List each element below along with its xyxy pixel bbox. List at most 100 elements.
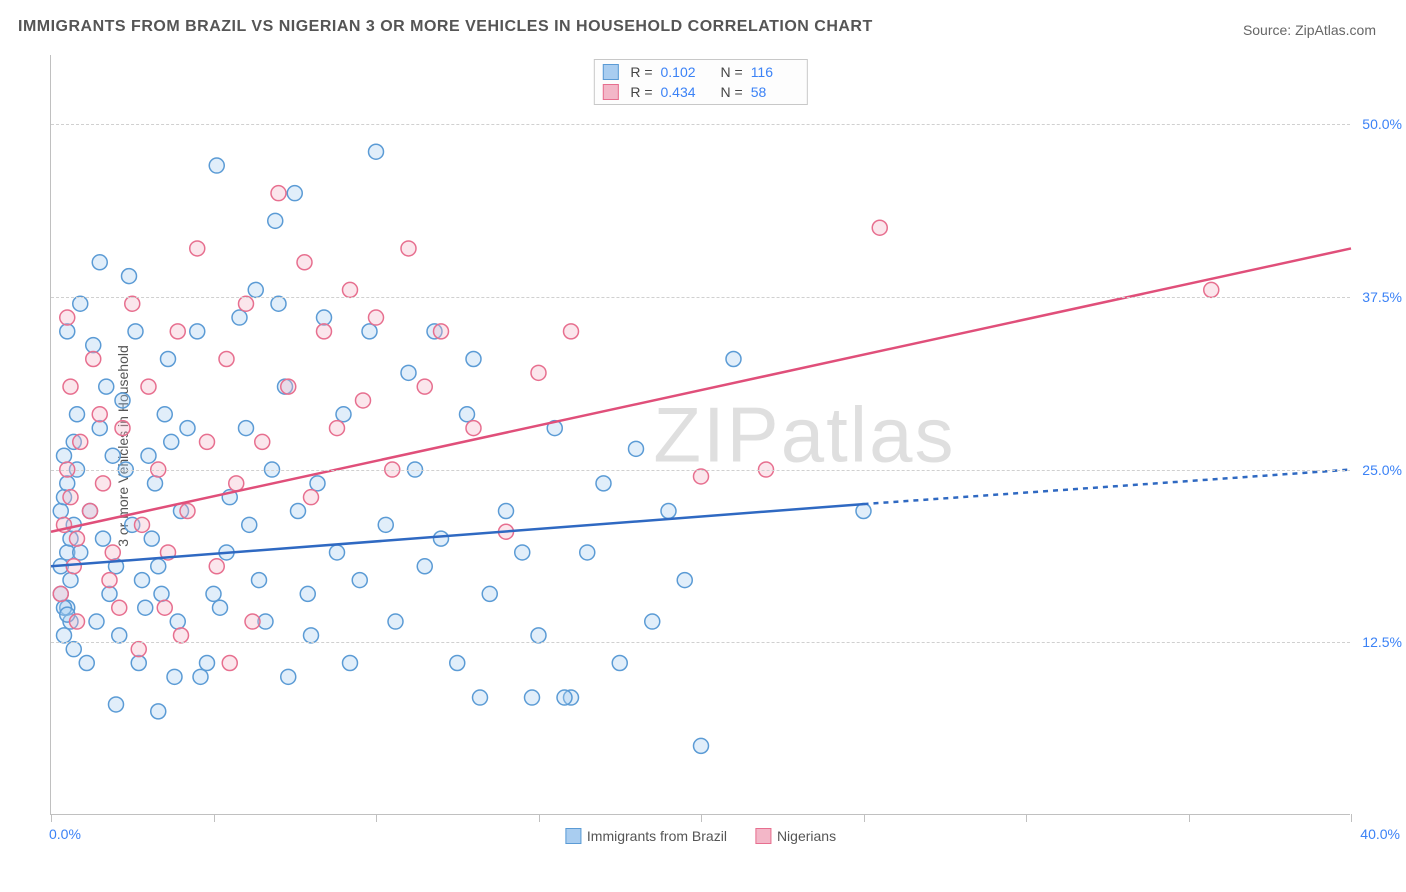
gridline [51, 470, 1350, 471]
y-tick-label: 12.5% [1362, 634, 1402, 650]
x-tick [214, 814, 215, 822]
scatter-point [180, 504, 195, 519]
scatter-point [317, 324, 332, 339]
scatter-point [151, 704, 166, 719]
scatter-point [209, 559, 224, 574]
gridline [51, 297, 1350, 298]
scatter-point [63, 573, 78, 588]
trend-line-extrapolated [864, 470, 1352, 505]
scatter-point [872, 220, 887, 235]
scatter-point [239, 421, 254, 436]
scatter-point [645, 614, 660, 629]
scatter-point [53, 586, 68, 601]
scatter-point [122, 269, 137, 284]
y-tick-label: 25.0% [1362, 462, 1402, 478]
gridline [51, 642, 1350, 643]
scatter-point [229, 476, 244, 491]
bottom-legend: Immigrants from Brazil Nigerians [565, 828, 836, 844]
scatter-point [677, 573, 692, 588]
scatter-point [388, 614, 403, 629]
scatter-point [310, 476, 325, 491]
x-tick [1026, 814, 1027, 822]
legend-swatch-icon [755, 828, 771, 844]
scatter-point [164, 434, 179, 449]
scatter-point [531, 628, 546, 643]
scatter-svg [51, 55, 1350, 814]
scatter-point [694, 469, 709, 484]
scatter-point [330, 545, 345, 560]
scatter-point [131, 656, 146, 671]
scatter-point [206, 586, 221, 601]
y-tick-label: 37.5% [1362, 289, 1402, 305]
scatter-point [125, 296, 140, 311]
scatter-point [255, 434, 270, 449]
scatter-point [726, 352, 741, 367]
scatter-point [60, 310, 75, 325]
scatter-point [239, 296, 254, 311]
scatter-point [281, 379, 296, 394]
scatter-point [115, 421, 130, 436]
scatter-point [1204, 282, 1219, 297]
scatter-point [281, 669, 296, 684]
scatter-point [330, 421, 345, 436]
scatter-point [73, 434, 88, 449]
scatter-point [557, 690, 572, 705]
scatter-point [151, 559, 166, 574]
x-tick-label-max: 40.0% [1360, 826, 1400, 842]
scatter-point [515, 545, 530, 560]
x-tick [376, 814, 377, 822]
plot-area: ZIPatlas R = 0.102 N = 116 R = 0.434 N =… [50, 55, 1350, 815]
scatter-point [148, 476, 163, 491]
scatter-point [112, 628, 127, 643]
scatter-point [300, 586, 315, 601]
scatter-point [170, 324, 185, 339]
scatter-point [297, 255, 312, 270]
scatter-point [304, 628, 319, 643]
scatter-point [167, 669, 182, 684]
scatter-point [92, 407, 107, 422]
scatter-point [268, 213, 283, 228]
scatter-point [96, 531, 111, 546]
scatter-point [434, 531, 449, 546]
scatter-point [128, 324, 143, 339]
scatter-point [86, 352, 101, 367]
scatter-point [213, 600, 228, 615]
scatter-point [154, 586, 169, 601]
scatter-point [525, 690, 540, 705]
scatter-point [83, 504, 98, 519]
scatter-point [417, 379, 432, 394]
scatter-point [369, 144, 384, 159]
scatter-point [378, 517, 393, 532]
scatter-point [401, 241, 416, 256]
x-tick [1189, 814, 1190, 822]
scatter-point [131, 642, 146, 657]
scatter-point [450, 656, 465, 671]
scatter-point [473, 690, 488, 705]
scatter-point [53, 504, 68, 519]
scatter-point [200, 434, 215, 449]
scatter-point [109, 697, 124, 712]
scatter-point [161, 352, 176, 367]
scatter-point [92, 255, 107, 270]
x-tick-label-min: 0.0% [49, 826, 81, 842]
scatter-point [466, 352, 481, 367]
gridline [51, 124, 1350, 125]
scatter-point [271, 186, 286, 201]
y-tick-label: 50.0% [1362, 116, 1402, 132]
scatter-point [245, 614, 260, 629]
source-text: Source: ZipAtlas.com [1243, 22, 1376, 38]
scatter-point [252, 573, 267, 588]
legend-item: Immigrants from Brazil [565, 828, 727, 844]
scatter-point [612, 656, 627, 671]
scatter-point [135, 573, 150, 588]
scatter-point [434, 324, 449, 339]
legend-item: Nigerians [755, 828, 836, 844]
scatter-point [352, 573, 367, 588]
scatter-point [141, 379, 156, 394]
scatter-point [144, 531, 159, 546]
scatter-point [96, 476, 111, 491]
scatter-point [362, 324, 377, 339]
chart-title: IMMIGRANTS FROM BRAZIL VS NIGERIAN 3 OR … [18, 18, 873, 36]
scatter-point [63, 379, 78, 394]
scatter-point [102, 573, 117, 588]
